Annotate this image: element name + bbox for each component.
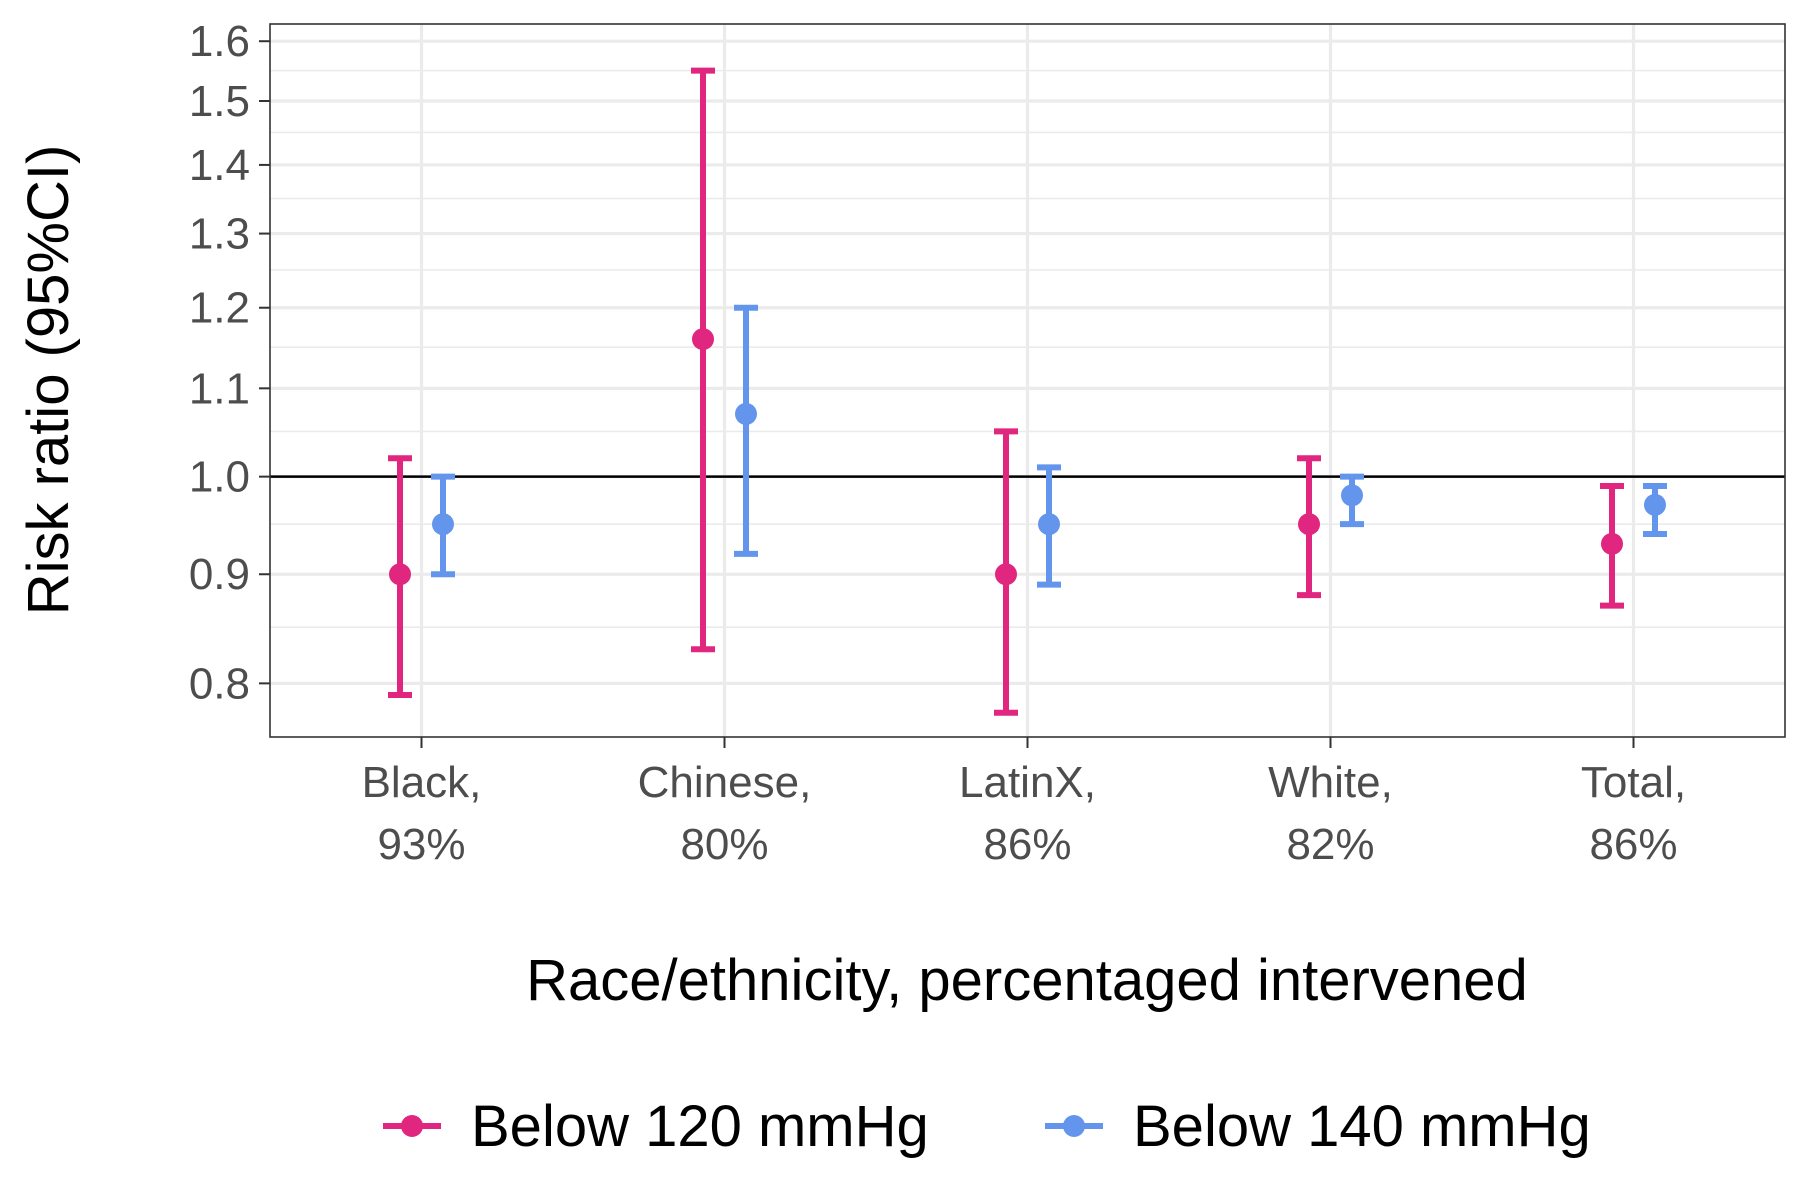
errorbar-group: [691, 67, 715, 653]
legend-key-point: [1063, 1115, 1085, 1137]
y-tick-label: 1.2: [189, 284, 250, 333]
estimate-point: [1341, 484, 1363, 507]
estimate-point: [1038, 513, 1060, 536]
errorbar-group: [1600, 482, 1624, 609]
x-tick-label-pct: 82%: [1286, 820, 1374, 869]
marks-layer: [388, 67, 1667, 716]
errorbar-group: [388, 455, 412, 699]
y-tick-label: 1.1: [189, 364, 250, 413]
estimate-point: [389, 563, 411, 586]
errorbar-group: [1340, 473, 1364, 528]
x-tick-label-name: LatinX,: [959, 758, 1096, 807]
y-tick-label: 1.0: [189, 453, 250, 502]
estimate-point: [735, 402, 757, 425]
x-tick-label-pct: 80%: [680, 820, 768, 869]
legend-label: Below 120 mmHg: [471, 1094, 929, 1159]
errorbar-group: [1037, 464, 1061, 588]
x-tick-label-pct: 93%: [377, 820, 465, 869]
errorbar-group: [1643, 482, 1667, 537]
axis-layer: 0.8 0.9 1.0 1.1 1.2 1.3 1.4 1.5 1.6 Black, 93% Chin…: [189, 17, 1686, 869]
x-tick-label-name: Black,: [362, 758, 482, 807]
y-tick-label: 0.9: [189, 550, 250, 599]
errorbar-group: [734, 304, 758, 557]
legend: Below 120 mmHg Below 140 mmHg: [383, 1094, 1591, 1159]
estimate-point: [1644, 493, 1666, 516]
y-tick-label: 1.5: [189, 77, 250, 126]
legend-label: Below 140 mmHg: [1133, 1094, 1591, 1159]
y-axis-title: Risk ratio (95%CI): [16, 145, 81, 616]
legend-item: Below 120 mmHg: [383, 1094, 929, 1159]
y-tick-label: 1.3: [189, 210, 250, 259]
errorbar-group: [1297, 455, 1321, 599]
legend-item: Below 140 mmHg: [1045, 1094, 1591, 1159]
x-tick-label-name: White,: [1268, 758, 1393, 807]
estimate-point: [995, 563, 1017, 586]
x-tick-label-pct: 86%: [1589, 820, 1677, 869]
y-tick-label: 1.6: [189, 17, 250, 66]
errorbar-group: [994, 428, 1018, 716]
x-tick-label-name: Total,: [1581, 758, 1686, 807]
estimate-point: [692, 328, 714, 351]
x-axis-title: Race/ethnicity, percentaged intervened: [526, 948, 1528, 1013]
y-tick-label: 0.8: [189, 659, 250, 708]
estimate-point: [432, 513, 454, 536]
legend-key-point: [401, 1115, 423, 1137]
x-tick-label-name: Chinese,: [638, 758, 812, 807]
estimate-point: [1298, 513, 1320, 536]
x-tick-label-pct: 86%: [983, 820, 1071, 869]
y-tick-label: 1.4: [189, 141, 250, 190]
errorbar-group: [431, 473, 455, 578]
estimate-point: [1601, 532, 1623, 555]
